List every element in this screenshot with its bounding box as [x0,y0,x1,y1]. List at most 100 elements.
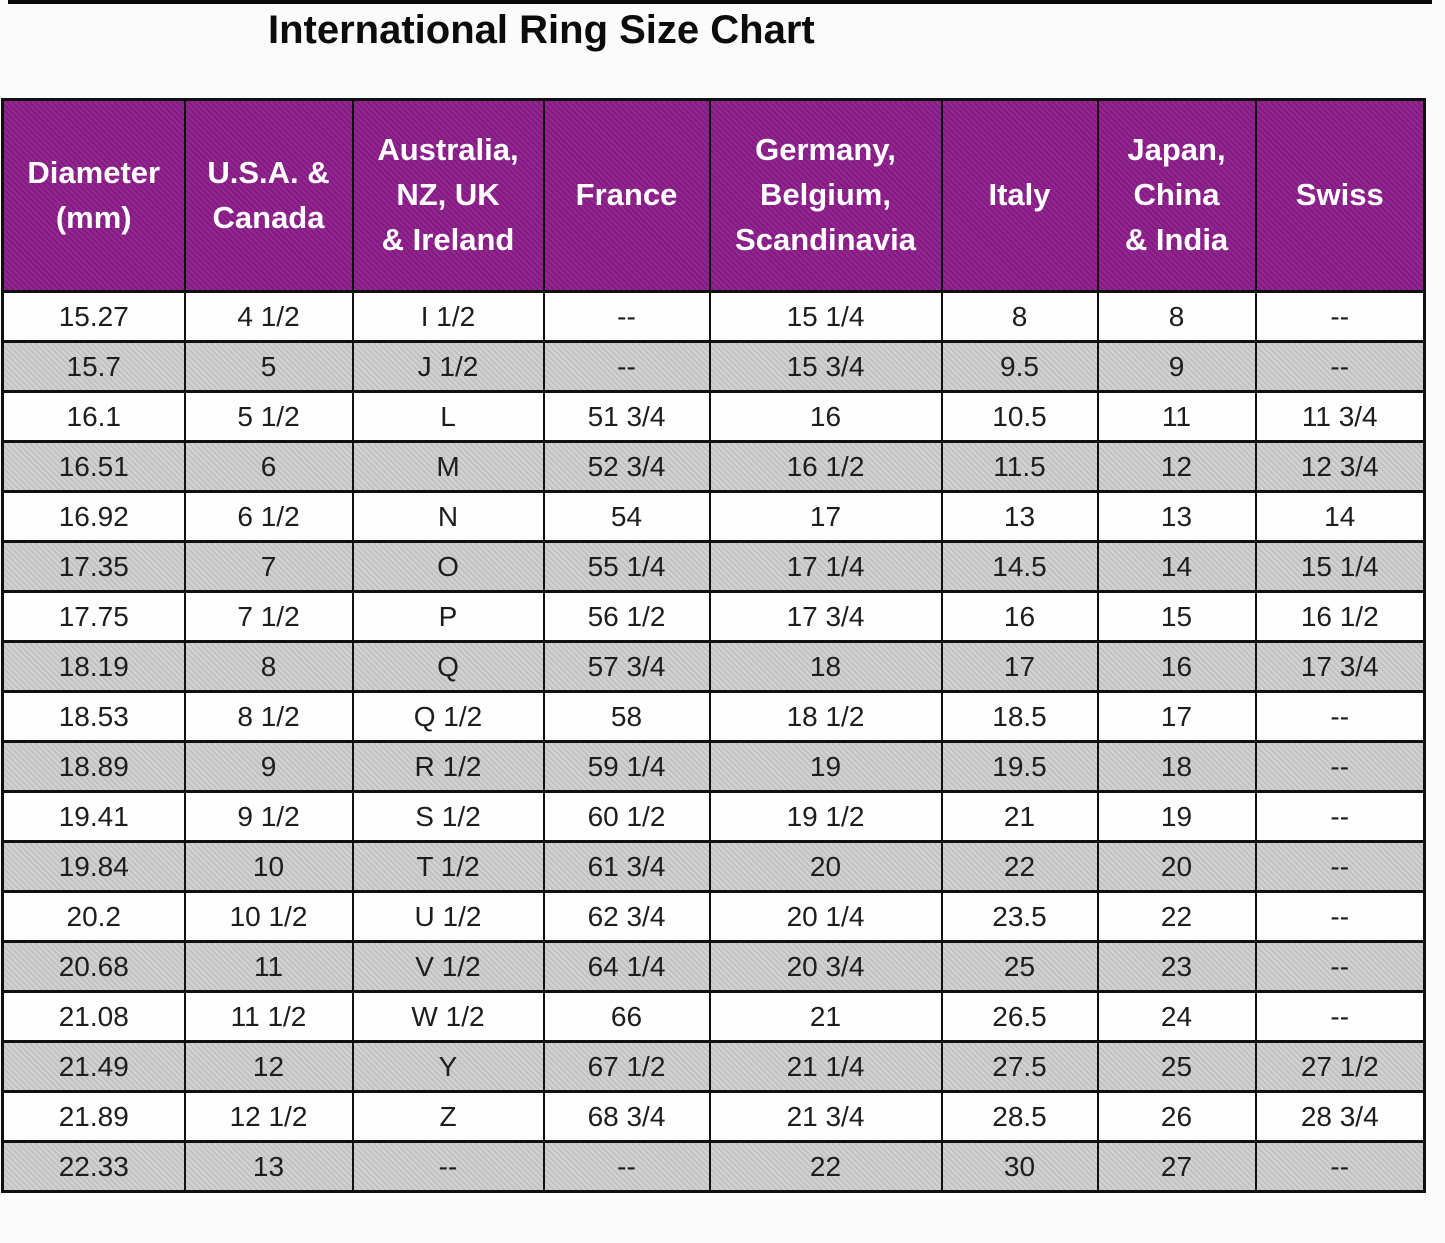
table-cell: 30 [940,1140,1099,1193]
table-cell: 15 1/4 [1254,540,1426,593]
table-cell: -- [1254,290,1426,343]
table-cell: 17 1/4 [708,540,943,593]
table-cell: 57 3/4 [542,640,711,693]
table-cell: Q [351,640,545,693]
table-cell: 21 [940,790,1099,843]
table-cell: 17 [940,640,1099,693]
table-cell: 9 [1096,340,1257,393]
table-cell: T 1/2 [351,840,545,893]
table-cell: 18.5 [940,690,1099,743]
table-cell: 6 [183,440,354,493]
table-row: 15.7 5 J 1/2 -- 15 3/4 9.5 9 -- [1,340,1426,393]
size-table-body: 15.27 4 1/2 I 1/2 -- 15 1/4 8 8 -- 15.7 5 J 1/2 -- 1… [1,290,1426,1193]
table-cell: -- [1254,1140,1426,1193]
table-cell: 20.2 [1,890,186,943]
table-cell: 12 [1096,440,1257,493]
table-cell: 64 1/4 [542,940,711,993]
table-cell: 26 [1096,1090,1257,1143]
table-cell: -- [542,340,711,393]
table-row: 16.1 5 1/2 L 51 3/4 16 10.5 11 11 3/4 [1,390,1426,443]
table-cell: 17 [708,490,943,543]
table-cell: 19.5 [940,740,1099,793]
table-cell: 15 1/4 [708,290,943,343]
table-cell: 68 3/4 [542,1090,711,1143]
table-cell: 4 1/2 [183,290,354,343]
table-cell: 20 [708,840,943,893]
table-cell: -- [1254,740,1426,793]
table-cell: 11.5 [940,440,1099,493]
table-cell: 27 [1096,1140,1257,1193]
table-cell: 13 [1096,490,1257,543]
table-cell: I 1/2 [351,290,545,343]
table-cell: 17.35 [1,540,186,593]
column-header: Australia, NZ, UK & Ireland [351,98,545,293]
table-cell: 19.84 [1,840,186,893]
table-cell: 14 [1096,540,1257,593]
table-cell: 19 [1096,790,1257,843]
table-cell: 13 [940,490,1099,543]
column-header: Germany, Belgium, Scandinavia [708,98,943,293]
table-cell: 11 3/4 [1254,390,1426,443]
table-cell: 21.08 [1,990,186,1043]
table-cell: 6 1/2 [183,490,354,543]
table-cell: 20 3/4 [708,940,943,993]
table-cell: 28 3/4 [1254,1090,1426,1143]
table-cell: -- [1254,790,1426,843]
table-cell: M [351,440,545,493]
table-cell: -- [542,290,711,343]
header-row: Diameter (mm) U.S.A. & Canada Australia, N… [1,98,1426,293]
table-cell: 22 [1096,890,1257,943]
table-cell: 67 1/2 [542,1040,711,1093]
table-cell: 22 [708,1140,943,1193]
column-header: France [542,98,711,293]
column-header: Japan, China & India [1096,98,1257,293]
top-border-line [8,0,1432,4]
table-row: 17.35 7 O 55 1/4 17 1/4 14.5 14 15 1/4 [1,540,1426,593]
table-cell: 9 [183,740,354,793]
table-cell: 21.89 [1,1090,186,1143]
table-cell: 12 3/4 [1254,440,1426,493]
table-cell: P [351,590,545,643]
table-cell: L [351,390,545,443]
table-cell: 15 [1096,590,1257,643]
table-cell: 17.75 [1,590,186,643]
page-title: International Ring Size Chart [268,8,815,52]
table-cell: 18 [708,640,943,693]
table-cell: 55 1/4 [542,540,711,593]
table-cell: 16 [708,390,943,443]
table-cell: 26.5 [940,990,1099,1043]
table-row: 21.89 12 1/2 Z 68 3/4 21 3/4 28.5 26 28 3/4 [1,1090,1426,1143]
table-row: 21.49 12 Y 67 1/2 21 1/4 27.5 25 27 1/2 [1,1040,1426,1093]
table-cell: 7 1/2 [183,590,354,643]
table-cell: R 1/2 [351,740,545,793]
table-cell: 27.5 [940,1040,1099,1093]
table-cell: 19 1/2 [708,790,943,843]
table-cell: S 1/2 [351,790,545,843]
column-header: Swiss [1254,98,1426,293]
table-cell: 18.89 [1,740,186,793]
table-cell: 18 [1096,740,1257,793]
table-cell: 51 3/4 [542,390,711,443]
table-cell: 62 3/4 [542,890,711,943]
table-row: 16.51 6 M 52 3/4 16 1/2 11.5 12 12 3/4 [1,440,1426,493]
table-cell: -- [1254,690,1426,743]
table-cell: 12 [183,1040,354,1093]
table-cell: 11 [183,940,354,993]
column-header: U.S.A. & Canada [183,98,354,293]
table-cell: 59 1/4 [542,740,711,793]
table-cell: 12 1/2 [183,1090,354,1143]
table-cell: 16 [940,590,1099,643]
table-cell: -- [1254,890,1426,943]
table-cell: 52 3/4 [542,440,711,493]
table-cell: 24 [1096,990,1257,1043]
table-cell: 10.5 [940,390,1099,443]
table-cell: 20 1/4 [708,890,943,943]
table-cell: O [351,540,545,593]
ring-size-table: Diameter (mm) U.S.A. & Canada Australia, N… [1,98,1426,1193]
table-cell: 21 3/4 [708,1090,943,1143]
column-header: Italy [940,98,1099,293]
table-cell: -- [1254,940,1426,993]
table-row: 18.53 8 1/2 Q 1/2 58 18 1/2 18.5 17 -- [1,690,1426,743]
table-cell: 8 [940,290,1099,343]
